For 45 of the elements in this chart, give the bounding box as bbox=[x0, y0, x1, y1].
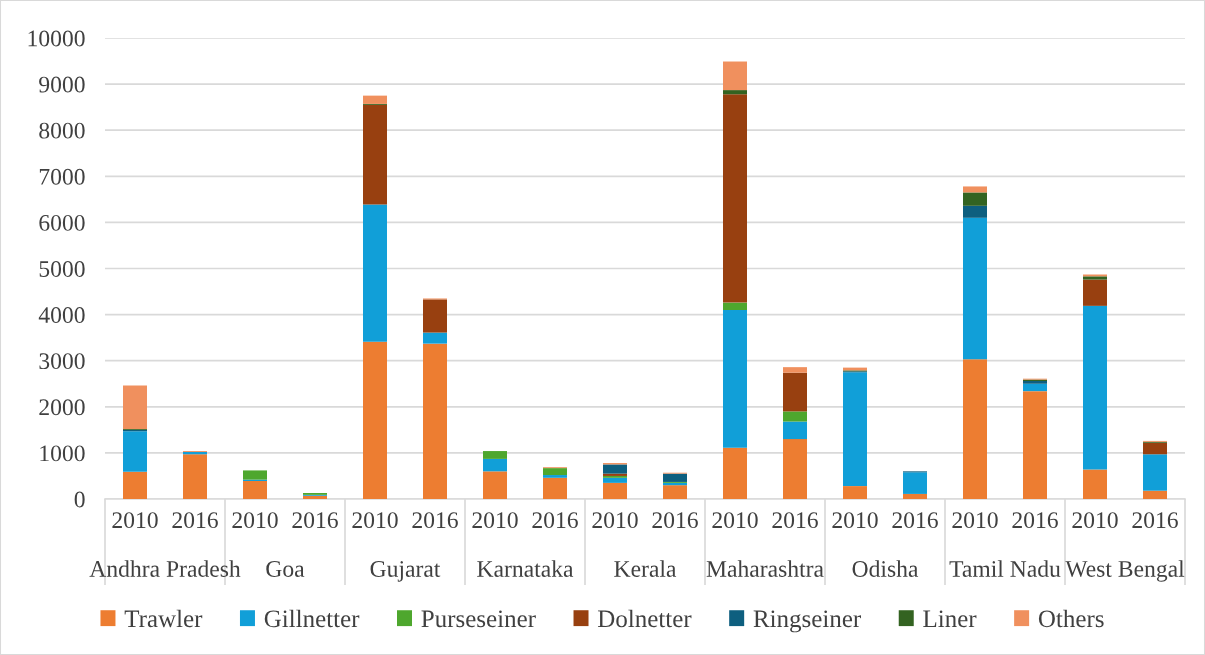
y-tick-label: 6000 bbox=[39, 214, 85, 231]
x-tick-label: 2010 bbox=[832, 512, 878, 529]
legend-label: Ringseiner bbox=[753, 610, 862, 633]
legend-label: Liner bbox=[923, 610, 977, 628]
text: Goa bbox=[266, 561, 305, 577]
x-tick-label: 2016 bbox=[412, 512, 458, 529]
y-tick-label: 2000 bbox=[39, 399, 85, 416]
y-tick-label: 9000 bbox=[39, 76, 85, 93]
x-tick-label: 2016 bbox=[772, 512, 818, 529]
y-tick-label: 1000 bbox=[40, 445, 85, 462]
x-tick-label: 2010 bbox=[232, 512, 278, 529]
x-tick-label: 2016 bbox=[292, 512, 338, 529]
x-tick-label: 2010 bbox=[712, 512, 758, 529]
x-tick-label: 2010 bbox=[112, 512, 158, 529]
x-tick-label: 2010 bbox=[472, 512, 518, 529]
legend-label: Others bbox=[1038, 609, 1104, 628]
y-tick-label: 7000 bbox=[39, 168, 85, 185]
x-tick-label: 2010 bbox=[952, 512, 998, 529]
text: Odisha bbox=[852, 560, 919, 577]
text: Karnataka bbox=[477, 560, 574, 577]
x-tick-label: 2016 bbox=[892, 512, 938, 529]
y-tick-label: 10000 bbox=[28, 30, 85, 47]
text: Kerala bbox=[614, 560, 677, 577]
text: West Bengal bbox=[1065, 560, 1185, 582]
x-tick-label: 2016 bbox=[1132, 512, 1178, 529]
y-tick-label: 4000 bbox=[38, 307, 85, 324]
x-tick-label: 2016 bbox=[172, 512, 218, 529]
legend-label: Purseseiner bbox=[421, 610, 536, 628]
x-tick-label: 2010 bbox=[352, 512, 398, 529]
text: Maharashtra bbox=[706, 560, 824, 577]
x-tick-label: 2016 bbox=[652, 512, 698, 529]
x-tick-label: 2016 bbox=[532, 512, 578, 529]
text: Gujarat bbox=[370, 561, 441, 582]
y-tick-label: 3000 bbox=[39, 353, 85, 370]
x-tick-label: 2010 bbox=[592, 512, 638, 529]
x-tick-label: 2016 bbox=[1012, 512, 1058, 529]
y-tick-label: 5000 bbox=[39, 260, 85, 277]
text: Tamil Nadu bbox=[949, 560, 1061, 577]
y-tick-label: 8000 bbox=[39, 122, 85, 139]
legend-label: Dolnetter bbox=[597, 609, 692, 628]
legend-label: Trawler bbox=[124, 609, 203, 628]
legend-label: Gillnetter bbox=[264, 609, 360, 628]
text: Andhra Pradesh bbox=[89, 560, 241, 577]
y-tick-label: 0 bbox=[74, 491, 85, 508]
x-tick-label: 2010 bbox=[1072, 512, 1118, 529]
